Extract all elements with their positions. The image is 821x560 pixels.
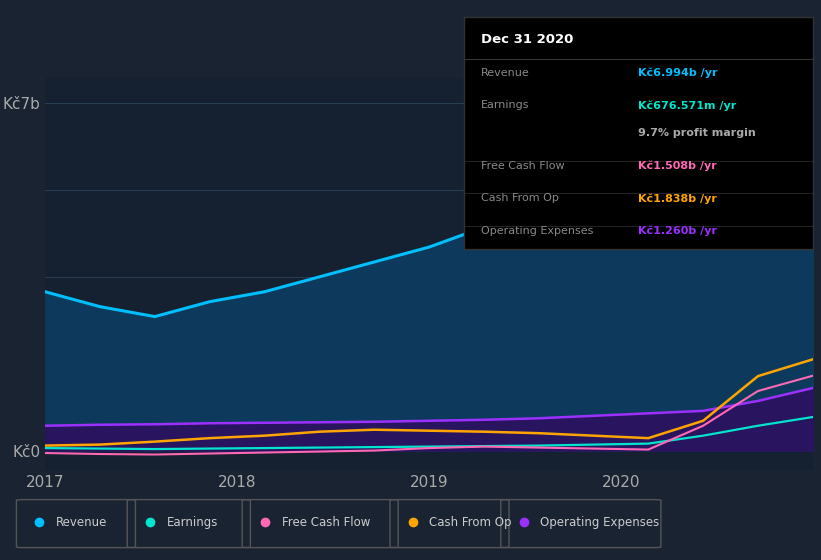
Text: Dec 31 2020: Dec 31 2020: [481, 33, 574, 46]
Text: Cash From Op: Cash From Op: [429, 516, 511, 529]
Text: Operating Expenses: Operating Expenses: [540, 516, 659, 529]
Text: Earnings: Earnings: [167, 516, 218, 529]
Text: 9.7% profit margin: 9.7% profit margin: [639, 128, 756, 138]
Text: Free Cash Flow: Free Cash Flow: [481, 161, 565, 171]
Text: Kč1.260b /yr: Kč1.260b /yr: [639, 226, 718, 236]
Text: Kč1.838b /yr: Kč1.838b /yr: [639, 193, 718, 204]
Text: Cash From Op: Cash From Op: [481, 193, 559, 203]
Text: Earnings: Earnings: [481, 100, 530, 110]
Text: Revenue: Revenue: [56, 516, 108, 529]
Text: Kč676.571m /yr: Kč676.571m /yr: [639, 100, 736, 111]
Text: Free Cash Flow: Free Cash Flow: [282, 516, 370, 529]
Text: Operating Expenses: Operating Expenses: [481, 226, 594, 236]
Text: Kč1.508b /yr: Kč1.508b /yr: [639, 161, 717, 171]
Text: Kč6.994b /yr: Kč6.994b /yr: [639, 68, 718, 78]
Text: Revenue: Revenue: [481, 68, 530, 78]
